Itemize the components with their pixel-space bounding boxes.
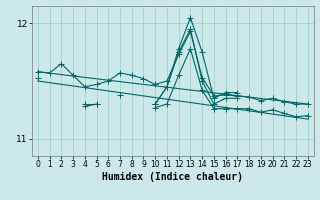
X-axis label: Humidex (Indice chaleur): Humidex (Indice chaleur) <box>102 172 243 182</box>
